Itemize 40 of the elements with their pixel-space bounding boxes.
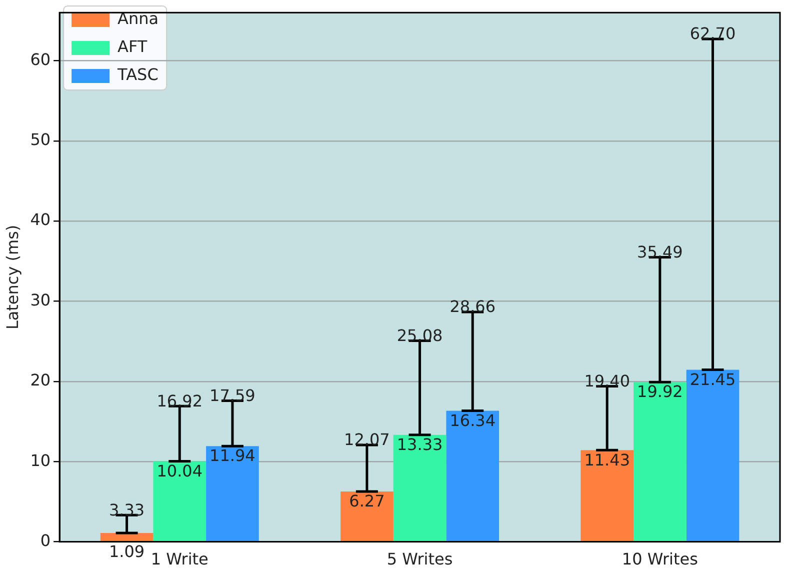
bar <box>153 461 206 542</box>
annotation: 12.07 <box>344 430 390 450</box>
data-label: 19.92 <box>637 382 683 402</box>
y-tick-label: 60 <box>30 50 51 69</box>
x-tick-label: 5 Writes <box>386 550 453 569</box>
legend-label: Anna <box>118 9 159 28</box>
annotation: 16.92 <box>156 391 203 410</box>
legend-label: AFT <box>118 37 148 56</box>
y-axis-title: Latency (ms) <box>2 224 22 330</box>
data-label: 11.43 <box>584 450 630 470</box>
data-label: 1.09 <box>108 542 145 561</box>
y-tick-label: 0 <box>40 530 51 550</box>
annotation: 17.59 <box>210 386 256 405</box>
annotation: 35.49 <box>637 242 683 262</box>
y-tick-label: 20 <box>30 370 51 390</box>
annotation: 62.70 <box>690 24 736 44</box>
bar <box>686 370 740 542</box>
data-label: 21.45 <box>690 370 736 389</box>
annotation: 25.08 <box>396 326 443 345</box>
data-label: 16.34 <box>450 410 496 430</box>
legend-label: TASC <box>116 65 158 84</box>
data-label: 10.04 <box>156 461 203 480</box>
y-tick-label: 10 <box>30 450 51 470</box>
annotation: 28.66 <box>450 297 496 316</box>
data-label: 6.27 <box>349 492 385 511</box>
annotation: 19.40 <box>584 371 630 390</box>
bar <box>340 492 394 542</box>
x-tick-label: 1 Write <box>150 550 208 569</box>
bar <box>634 382 686 542</box>
bar <box>206 446 259 542</box>
y-tick-label: 30 <box>30 290 51 310</box>
y-tick-label: 50 <box>30 130 51 150</box>
x-tick-label: 10 Writes <box>622 550 698 569</box>
y-tick-label: 40 <box>30 210 51 230</box>
bar <box>446 410 500 542</box>
data-label: 11.94 <box>210 446 256 466</box>
bar <box>100 533 154 542</box>
data-label: 13.33 <box>396 435 443 454</box>
bar <box>393 434 446 542</box>
bar <box>580 450 634 542</box>
